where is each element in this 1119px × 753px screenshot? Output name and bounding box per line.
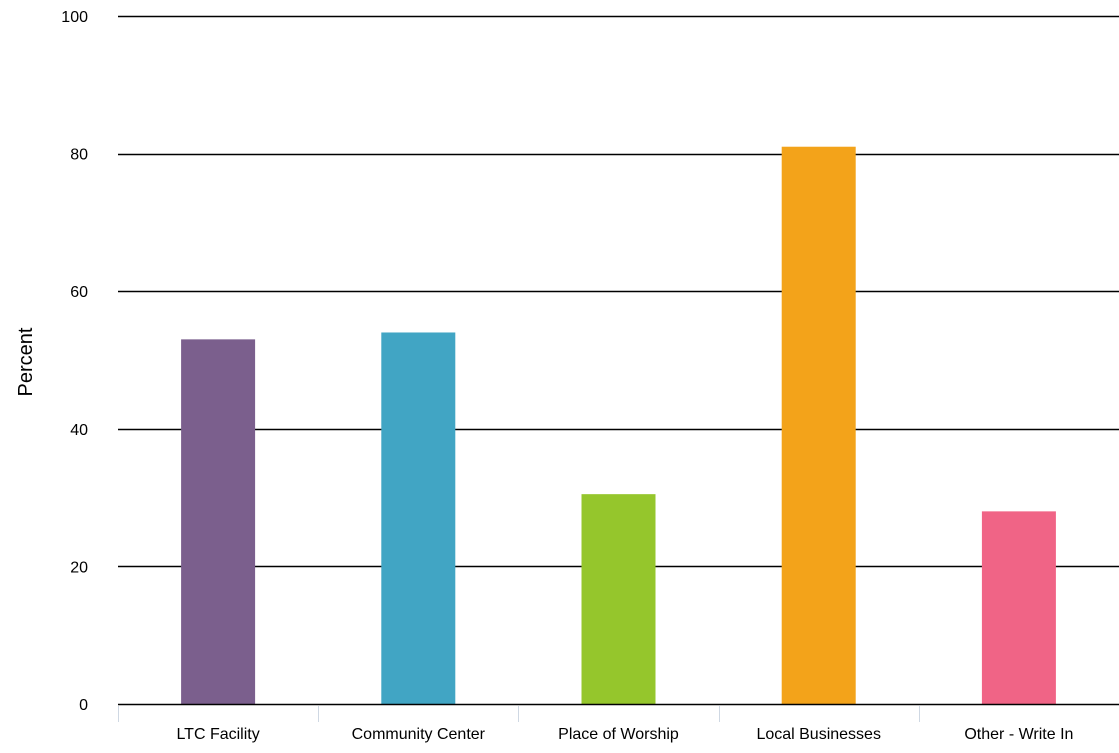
bar bbox=[981, 511, 1056, 704]
gridlines bbox=[118, 15, 1119, 568]
y-axis-title: Percent bbox=[15, 327, 37, 396]
bar bbox=[581, 494, 656, 704]
x-tick-label: LTC Facility bbox=[176, 726, 259, 743]
y-tick-label: 60 bbox=[70, 284, 88, 301]
y-tick-label: 0 bbox=[79, 697, 88, 714]
y-tick-labels: 0 20 40 60 80 100 bbox=[61, 9, 88, 714]
bars bbox=[181, 146, 1056, 705]
bar bbox=[781, 146, 856, 705]
bar bbox=[181, 339, 256, 704]
x-tick-label: Place of Worship bbox=[558, 726, 679, 743]
x-axis bbox=[118, 703, 1119, 722]
y-tick-label: 40 bbox=[70, 422, 88, 439]
y-tick-label: 100 bbox=[61, 9, 88, 26]
y-tick-label: 20 bbox=[70, 559, 88, 576]
bar bbox=[381, 332, 456, 704]
category-labels: LTC Facility Community Center Place of Wor… bbox=[176, 726, 1073, 743]
y-tick-label: 80 bbox=[70, 147, 88, 164]
x-tick-label: Other - Write In bbox=[964, 726, 1073, 743]
x-tick-label: Community Center bbox=[352, 726, 486, 743]
x-tick-label: Local Businesses bbox=[756, 726, 881, 743]
